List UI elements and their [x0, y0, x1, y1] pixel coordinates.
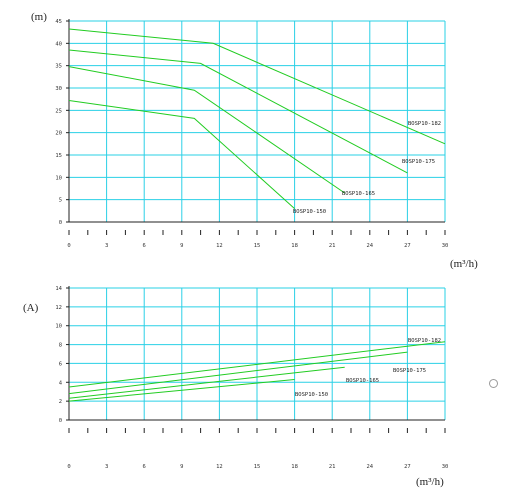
x-tick-label: 6: [143, 464, 146, 470]
chart-2: 0 3 6 9 12 15 18 21 24 27 3002468101214(A)(m³/h)BO…: [23, 286, 448, 488]
x-tick-label: 21: [329, 243, 336, 249]
x-tick-label: 3: [105, 243, 108, 249]
x-tick-label: 30: [442, 464, 449, 470]
y-tick-label: 0: [59, 220, 62, 226]
y-tick-label: 40: [55, 41, 62, 47]
x-tick-label: 24: [366, 464, 373, 470]
x-tick-label: 21: [329, 464, 336, 470]
x-tick-label: 9: [180, 243, 183, 249]
y-tick-label: 20: [55, 131, 62, 137]
chart-1: 0 3 6 9 12 15 18 21 24 27 30 0 5 10 15 20 25 30 35 40 45 (m) (…: [31, 11, 478, 270]
x-tick-label: 12: [216, 243, 223, 249]
y-tick-label: 25: [55, 108, 62, 114]
series-line-bosp10-150: [68, 100, 295, 209]
x-tick-label: 27: [404, 464, 411, 470]
y-tick-label: 10: [55, 175, 62, 181]
x-tick-label: 18: [291, 464, 298, 470]
x-tick-label: 30: [442, 243, 449, 249]
y-tick-label: 35: [55, 64, 62, 70]
series-label: BOSP10-165: [342, 191, 375, 197]
y-tick-label: 8: [59, 343, 62, 349]
series-label: BOSP10-175: [393, 368, 426, 374]
x-tick-label: 0: [67, 464, 70, 470]
y-tick-label: 12: [55, 305, 62, 311]
series-label: BOSP10-150: [295, 392, 328, 398]
x-axis-unit: (m³/h): [450, 258, 478, 270]
series-label: BOSP10-165: [346, 378, 379, 384]
y-tick-label: 10: [55, 324, 62, 330]
x-tick-label: 9: [180, 464, 183, 470]
series-label: BOSP10-175: [402, 159, 435, 165]
y-tick-label: 15: [55, 153, 62, 159]
x-tick-label: 6: [143, 243, 146, 249]
series-line-bosp10-182: [68, 341, 446, 388]
y-tick-label: 5: [59, 198, 62, 204]
series-label: BOSP10-150: [293, 209, 326, 215]
series-line-bosp10-165: [68, 66, 345, 194]
series-line-bosp10-165: [68, 366, 345, 399]
y-axis-unit: (A): [23, 302, 39, 314]
series-label: BOSP10-182: [408, 121, 441, 127]
x-tick-label: 18: [291, 243, 298, 249]
y-axis-unit: (m): [31, 11, 47, 23]
y-tick-label: 0: [59, 418, 62, 424]
y-tick-label: 4: [59, 380, 63, 386]
x-tick-label: 27: [404, 243, 411, 249]
y-tick-label: 45: [55, 19, 62, 25]
radio-button[interactable]: [489, 379, 498, 388]
x-axis-unit: (m³/h): [416, 476, 444, 488]
series-line-bosp10-175: [68, 351, 408, 395]
series-line-bosp10-175: [68, 49, 408, 174]
series-line-bosp10-182: [68, 28, 446, 145]
y-tick-label: 6: [59, 361, 62, 367]
x-tick-label: 0: [67, 243, 70, 249]
y-tick-label: 30: [55, 86, 62, 92]
x-tick-label: 15: [254, 243, 261, 249]
x-tick-label: 24: [366, 243, 373, 249]
x-tick-label: 15: [254, 464, 261, 470]
x-tick-label: 12: [216, 464, 223, 470]
y-tick-label: 14: [55, 286, 62, 292]
series-line-bosp10-150: [68, 379, 295, 402]
x-tick-label: 3: [105, 464, 108, 470]
series-label: BOSP10-182: [408, 338, 441, 344]
y-tick-label: 2: [59, 399, 62, 405]
